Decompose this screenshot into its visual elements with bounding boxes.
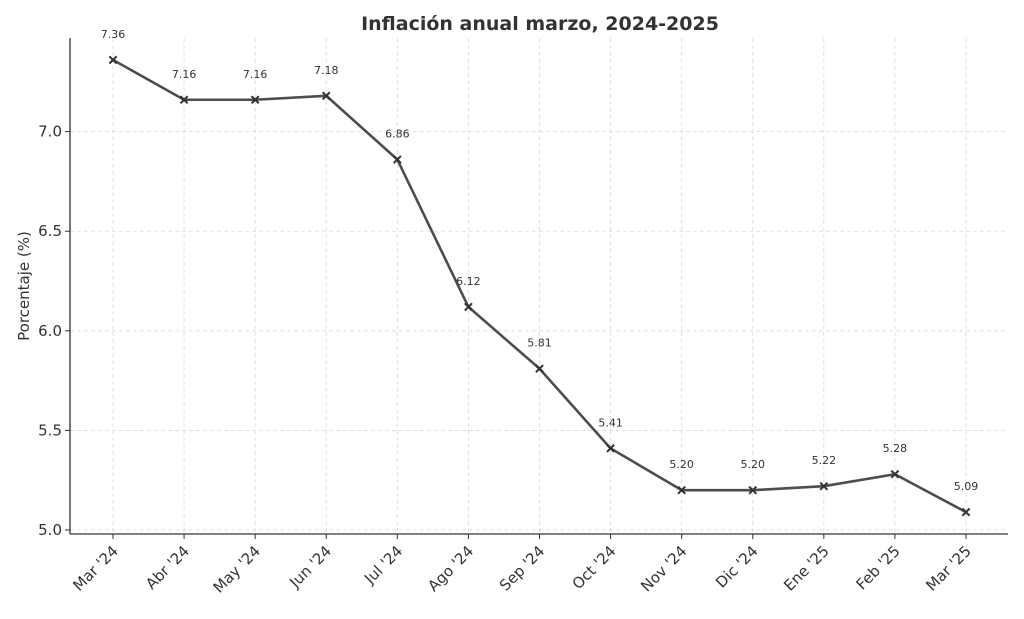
y-tick-label: 6.0 — [38, 322, 62, 340]
data-point-marker — [250, 95, 260, 105]
grid-layer — [70, 38, 1008, 534]
marker-stroke — [890, 469, 900, 479]
data-label: 5.20 — [669, 458, 694, 471]
data-point-marker — [677, 485, 686, 495]
axes-layer: 5.0 5.5 6.0 6.5 7.0 Mar '24 Abr '24 May '24 Jun … — [38, 38, 1008, 597]
x-tick-label: Oct '24 — [569, 542, 620, 593]
data-label: 7.16 — [172, 68, 197, 81]
x-tick-label: Mar '24 — [69, 542, 122, 595]
data-label: 7.16 — [243, 68, 268, 81]
x-tick-label: May '24 — [210, 542, 264, 596]
marker-stroke — [321, 91, 331, 101]
x-tick-label: Feb '25 — [852, 542, 903, 593]
data-point-marker — [321, 91, 331, 101]
marker-stroke — [535, 364, 544, 373]
series-layer — [108, 55, 971, 517]
x-tick-label: Mar '25 — [922, 542, 975, 595]
x-tick-label: Ene '25 — [780, 542, 832, 594]
data-label: 7.18 — [314, 64, 339, 77]
chart-title: Inflación anual marzo, 2024-2025 — [361, 13, 719, 35]
data-label: 5.41 — [598, 416, 623, 429]
marker-stroke — [819, 481, 829, 491]
marker-stroke — [748, 485, 758, 495]
x-tick-label: Jun '24 — [285, 542, 335, 592]
y-tick-label: 7.0 — [38, 123, 62, 141]
x-tick-label: Nov '24 — [637, 542, 690, 595]
marker-stroke — [179, 95, 189, 105]
marker-stroke — [606, 444, 615, 453]
data-point-marker — [393, 155, 402, 164]
data-point-marker — [108, 55, 118, 65]
data-label: 5.09 — [954, 480, 979, 493]
x-tick-label: Dic '24 — [712, 542, 761, 591]
data-label: 6.86 — [385, 128, 410, 141]
x-tick-label: Jul '24 — [360, 542, 406, 588]
data-point-marker — [179, 95, 189, 105]
data-point-marker — [748, 485, 758, 495]
data-point-marker — [464, 302, 473, 312]
y-axis-label: Porcentaje (%) — [15, 231, 33, 341]
y-tick-label: 6.5 — [38, 222, 62, 240]
data-label: 5.81 — [527, 337, 552, 350]
x-tick-label: Sep '24 — [496, 542, 549, 595]
data-label: 6.12 — [456, 275, 481, 288]
data-label: 5.22 — [812, 454, 837, 467]
data-point-marker — [819, 481, 829, 491]
marker-stroke — [464, 302, 473, 312]
data-label: 7.36 — [101, 28, 126, 41]
marker-stroke — [250, 95, 260, 105]
data-point-marker — [961, 507, 971, 517]
data-point-marker — [535, 364, 544, 373]
label-layer: 7.36 7.16 7.16 7.18 6.86 6.12 5.81 5.41 5.20 5.20… — [101, 28, 979, 493]
y-tick-label: 5.0 — [38, 521, 62, 539]
marker-stroke — [677, 485, 686, 495]
x-tick-label: Abr '24 — [142, 542, 193, 593]
data-point-marker — [606, 444, 615, 453]
marker-stroke — [961, 507, 971, 517]
data-label: 5.20 — [741, 458, 766, 471]
marker-stroke — [108, 55, 118, 65]
data-label: 5.28 — [883, 442, 908, 455]
y-tick-label: 5.5 — [38, 421, 62, 439]
x-tick-label: Ago '24 — [424, 542, 477, 595]
marker-stroke — [393, 155, 402, 164]
data-point-marker — [890, 469, 900, 479]
